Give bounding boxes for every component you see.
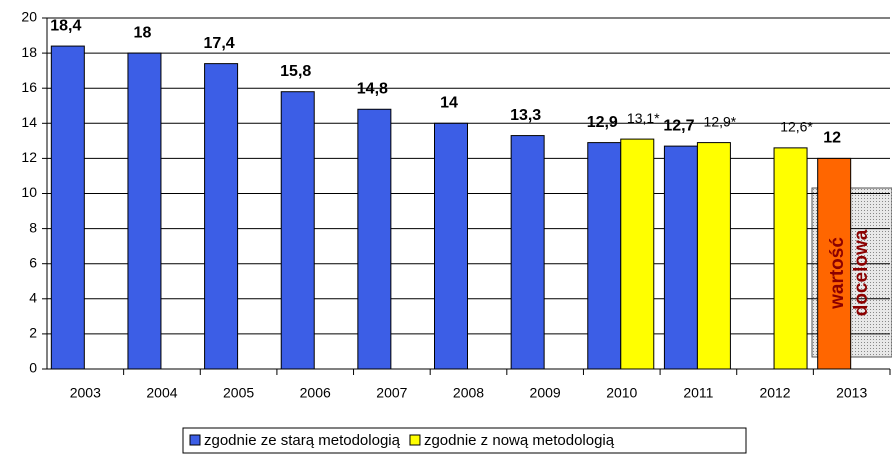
bar (663, 145, 698, 370)
bar (357, 108, 392, 370)
value-label: 12,9 (587, 114, 618, 131)
x-tick-label: 2004 (146, 385, 177, 401)
bar (127, 52, 162, 370)
annotation-line: wartość (827, 237, 848, 310)
x-tick-label: 2006 (300, 385, 331, 401)
bar (773, 147, 808, 370)
bar (696, 142, 731, 370)
x-tick-label: 2008 (453, 385, 484, 401)
value-label: 12 (823, 130, 841, 147)
x-tick-label: 2007 (376, 385, 407, 401)
y-tick-label: 12 (21, 149, 37, 165)
x-tick-label: 2010 (606, 385, 637, 401)
y-tick-label: 10 (21, 184, 37, 200)
x-tick-label: 2009 (530, 385, 561, 401)
y-tick-label: 16 (21, 79, 37, 95)
annotation-line: docelowa (851, 229, 872, 316)
legend-swatch (189, 434, 201, 446)
y-tick-label: 20 (21, 9, 37, 25)
y-tick-label: 14 (21, 114, 37, 130)
legend (182, 427, 747, 454)
x-tick-label: 2005 (223, 385, 254, 401)
bar (620, 138, 655, 370)
value-label: 18 (134, 24, 152, 41)
y-tick-label: 8 (29, 219, 37, 235)
plot: 0 2 4 6 8 10 12 14 16 18 20 2003 18,4 2004 18 2005 17,4 2… (21, 9, 891, 401)
bar (587, 142, 622, 370)
legend-label: zgodnie ze starą metodologią (204, 432, 401, 449)
annotation: wartość docelowa (827, 229, 872, 316)
legend-label: zgodnie z nową metodologią (424, 432, 615, 449)
value-label: 13,3 (510, 107, 541, 124)
y-tick-label: 6 (29, 254, 37, 270)
bar (434, 122, 468, 370)
bar (817, 157, 852, 370)
bar (204, 63, 239, 370)
legend-swatch (409, 434, 421, 446)
bar (50, 45, 85, 370)
x-tick-label: 2011 (683, 385, 713, 401)
bar (280, 91, 315, 370)
x-tick-label: 2012 (759, 385, 790, 401)
value-label: 12,7 (663, 117, 694, 134)
x-tick-label: 2013 (836, 385, 867, 401)
x-tick-label: 2003 (70, 385, 101, 401)
y-tick-label: 2 (29, 325, 37, 341)
value-label: 14,8 (357, 80, 388, 97)
value-label: 18,4 (50, 17, 81, 34)
value-label: 13,1* (627, 110, 660, 126)
value-label: 17,4 (204, 35, 235, 52)
value-label: 14 (440, 95, 458, 112)
y-tick-label: 18 (21, 44, 37, 60)
y-tick-label: 4 (29, 290, 37, 306)
value-label: 12,6* (780, 119, 813, 135)
bar (510, 135, 545, 370)
y-tick-label: 0 (29, 360, 37, 376)
value-label: 15,8 (280, 63, 311, 80)
value-label: 12,9* (704, 113, 737, 129)
